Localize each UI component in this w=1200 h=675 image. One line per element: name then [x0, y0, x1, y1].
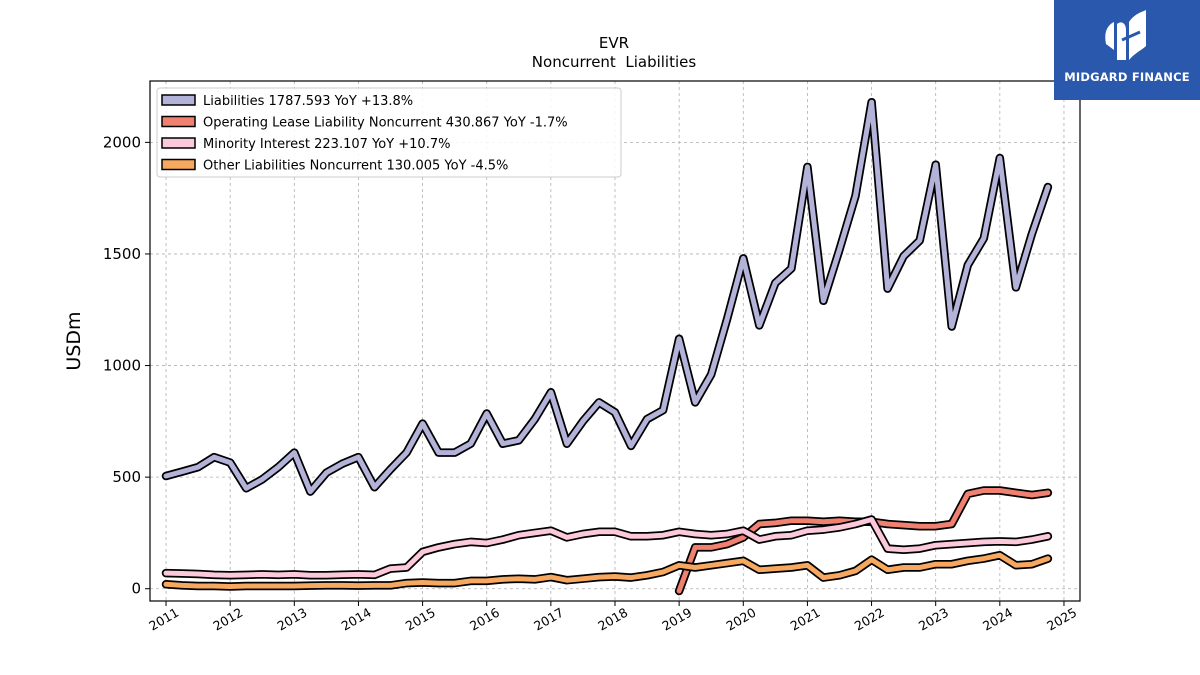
- legend-label: Liabilities 1787.593 YoY +13.8%: [203, 94, 413, 109]
- series-stroke: [163, 517, 1051, 578]
- y-tick-label: 500: [112, 468, 141, 486]
- y-axis-label: USDm: [63, 311, 85, 370]
- series-line-4: [161, 550, 1053, 591]
- y-tick-label: 1500: [103, 245, 141, 263]
- series-line-3: [161, 515, 1053, 580]
- legend-label: Other Liabilities Noncurrent 130.005 YoY…: [203, 159, 508, 174]
- legend-swatch: [161, 158, 196, 171]
- y-tick-label: 2000: [103, 133, 141, 151]
- legend-swatch: [161, 137, 196, 149]
- brand-name: MIDGARD FINANCE: [1064, 70, 1190, 84]
- series-lines: [161, 97, 1053, 596]
- legend-box: [156, 87, 622, 178]
- brand-logo-mark-icon: [1105, 10, 1146, 60]
- legend-label: Operating Lease Liability Noncurrent 430…: [203, 116, 568, 131]
- series-line-1: [161, 97, 1053, 496]
- chart-title: EVR: [599, 34, 629, 52]
- series-stroke: [163, 99, 1051, 495]
- chart-subtitle: Noncurrent Liabilities: [532, 53, 697, 71]
- brand-logo: MIDGARD FINANCE: [1054, 0, 1200, 100]
- legend: Liabilities 1787.593 YoY +13.8% Operating…: [156, 87, 622, 178]
- legend-label: Minority Interest 223.107 YoY +10.7%: [203, 137, 450, 152]
- legend-swatch: [161, 115, 196, 128]
- series-stroke: [163, 552, 1051, 589]
- y-tick-label: 0: [131, 580, 141, 598]
- legend-swatch: [161, 94, 196, 106]
- y-tick-label: 1000: [103, 357, 141, 375]
